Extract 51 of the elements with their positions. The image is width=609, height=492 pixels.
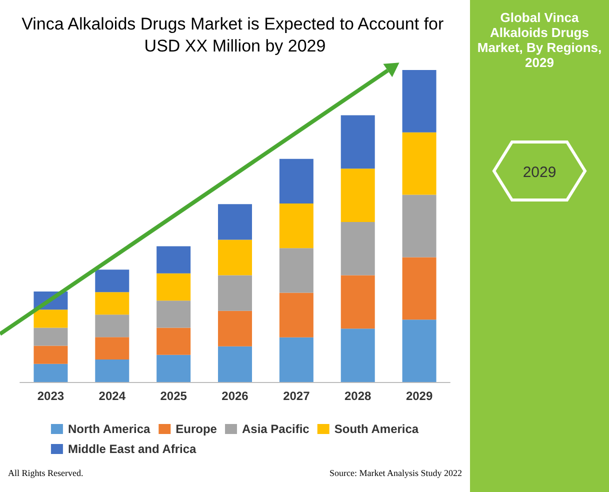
x-tick-label: 2027 xyxy=(283,389,310,403)
text: All Rights Reserved. xyxy=(8,468,84,478)
x-tick-label: 2023 xyxy=(37,389,64,403)
bar xyxy=(402,132,436,195)
bar xyxy=(402,257,436,320)
legend-label: Middle East and Africa xyxy=(68,442,197,456)
bar xyxy=(279,337,314,382)
bar xyxy=(34,328,68,346)
bar xyxy=(340,222,375,276)
x-tick-label: 2026 xyxy=(222,389,249,403)
bar xyxy=(156,300,191,328)
bar xyxy=(279,204,314,248)
bar xyxy=(34,346,68,364)
bar xyxy=(218,346,252,382)
bar xyxy=(279,158,314,204)
bar xyxy=(156,273,191,301)
bar xyxy=(402,70,436,132)
x-tick-label: 2029 xyxy=(406,389,433,403)
bar xyxy=(95,314,130,338)
bar xyxy=(95,292,130,315)
bar xyxy=(95,360,130,382)
bar xyxy=(156,246,191,274)
chart-title: Vinca Alkaloids Drugs Market is Expected to Account for USD XX Million by 2029 xyxy=(22,14,448,56)
bar xyxy=(340,328,375,382)
bar xyxy=(34,310,68,328)
hexagon: 2029 xyxy=(492,140,587,202)
bar xyxy=(156,354,191,382)
bar xyxy=(279,248,314,293)
bar xyxy=(340,168,375,222)
bar xyxy=(340,275,375,329)
bar xyxy=(34,364,68,382)
legend-label: Europe xyxy=(176,422,218,436)
bar xyxy=(340,115,375,169)
bar xyxy=(156,328,191,355)
text: Global Vinca Alkaloids Drugs Market, By Regions, 2029 xyxy=(476,10,603,70)
bar xyxy=(218,204,252,240)
bar xyxy=(402,194,436,258)
bar xyxy=(279,292,314,338)
legend-label: North America xyxy=(68,422,151,436)
bar xyxy=(218,240,252,276)
x-tick-label: 2025 xyxy=(160,389,188,403)
x-tick-label: 2024 xyxy=(98,389,126,403)
bar xyxy=(95,337,130,360)
bar xyxy=(218,310,252,346)
bar xyxy=(218,275,252,311)
source-note: Source: Market Analysis Study 2022 xyxy=(330,468,462,478)
bar xyxy=(402,320,436,382)
bar xyxy=(95,270,130,292)
x-tick-label: 2028 xyxy=(344,389,372,403)
legend-label: South America xyxy=(334,422,419,436)
legend-label: Asia Pacific xyxy=(242,422,310,436)
